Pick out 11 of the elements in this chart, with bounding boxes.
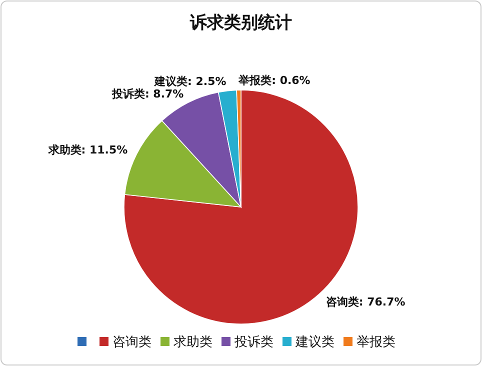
legend-label: 投诉类	[234, 335, 274, 350]
data-label: 求助类: 11.5%	[47, 144, 128, 157]
data-label: 举报类: 0.6%	[238, 74, 310, 88]
data-label: 咨询类: 76.7%	[326, 295, 406, 308]
data-label: 建议类: 2.5%	[154, 74, 226, 88]
legend-label: 建议类	[294, 335, 334, 350]
legend-label: 咨询类	[112, 335, 152, 350]
data-label: 投诉类: 8.7%	[110, 88, 184, 101]
legend-label: 举报类	[356, 335, 396, 350]
legend-label: 求助类	[174, 335, 212, 350]
chart-title: 诉求类别统计	[189, 13, 292, 33]
